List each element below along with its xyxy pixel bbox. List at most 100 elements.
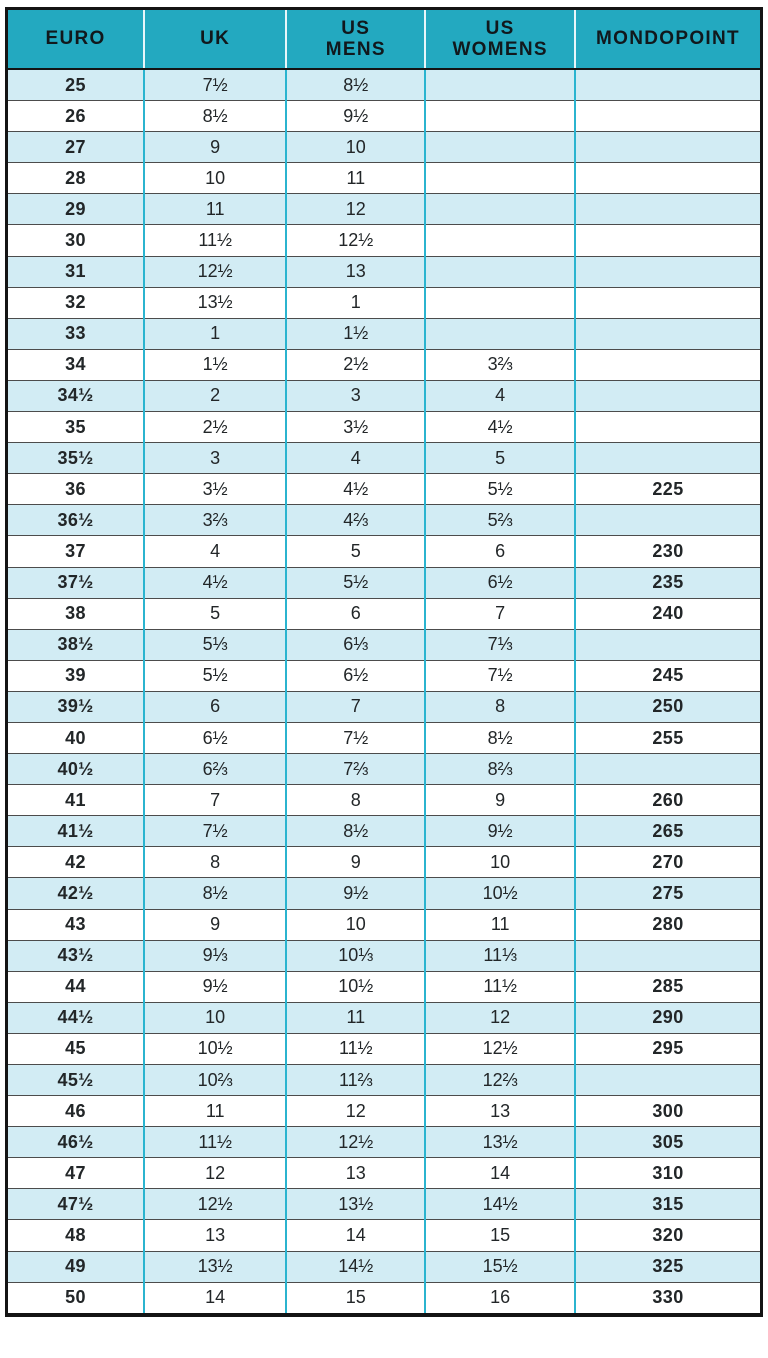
cell-us_mens: 4½ [285,473,426,505]
cell-us_mens: 7⅔ [285,753,426,785]
table-row: 43 9 10 11 280 [8,908,760,941]
cell-us_mens: 7½ [285,721,426,754]
table-row: 40 6½ 7½ 8½ 255 [8,721,760,754]
cell-mondopoint [573,753,760,785]
cell-us_womens: 5 [424,442,575,474]
table-row: 33 1 1½ [8,317,760,350]
cell-euro: 42 [8,846,145,878]
cell-euro: 28 [8,162,145,194]
cell-us_womens: 6½ [424,566,575,599]
cell-mondopoint [573,162,760,194]
cell-mondopoint: 330 [573,1281,760,1313]
cell-us_mens: 5½ [285,566,426,599]
cell-us_mens: 13 [285,1157,426,1189]
table-row: 46 11 12 13 300 [8,1095,760,1127]
cell-uk: 3⅔ [143,504,287,536]
cell-uk: 4 [143,535,287,567]
cell-mondopoint: 295 [573,1032,760,1065]
cell-mondopoint [573,411,760,443]
cell-mondopoint: 315 [573,1188,760,1220]
cell-euro: 35½ [8,442,145,474]
cell-us_womens: 15 [424,1219,575,1252]
cell-mondopoint [573,69,760,101]
cell-mondopoint [573,317,760,350]
table-row: 38½ 5⅓ 6⅓ 7⅓ [8,628,760,661]
cell-us_mens: 9 [285,846,426,878]
cell-us_womens [424,224,575,257]
cell-us_mens: 13½ [285,1188,426,1220]
cell-uk: 4½ [143,566,287,599]
cell-euro: 39 [8,659,145,692]
cell-mondopoint: 270 [573,846,760,878]
cell-us_mens: 11½ [285,1032,426,1065]
cell-us_womens [424,162,575,194]
cell-us_womens: 11 [424,908,575,941]
cell-uk: 7 [143,784,287,816]
cell-mondopoint: 225 [573,473,760,505]
cell-euro: 45½ [8,1063,145,1096]
cell-us_mens: 15 [285,1281,426,1313]
table-row: 37 4 5 6 230 [8,535,760,567]
cell-uk: 11 [143,193,287,225]
cell-uk: 6⅔ [143,753,287,785]
cell-mondopoint: 280 [573,908,760,941]
cell-us_mens: 10⅓ [285,939,426,972]
cell-us_mens: 4⅔ [285,504,426,536]
cell-uk: 9⅓ [143,939,287,972]
table-row: 47½ 12½ 13½ 14½ 315 [8,1188,760,1220]
column-header-us-womens: US WOMENS [424,10,575,70]
cell-us_mens: 6 [285,597,426,630]
cell-euro: 43½ [8,939,145,972]
cell-us_womens: 7 [424,597,575,630]
cell-euro: 25 [8,69,145,101]
cell-uk: 9½ [143,970,287,1003]
column-header-mondopoint: MONDOPOINT [573,10,760,70]
cell-euro: 40 [8,721,145,754]
cell-us_womens: 7⅓ [424,628,575,661]
cell-euro: 48 [8,1219,145,1252]
cell-uk: 13½ [143,1250,287,1283]
cell-uk: 13 [143,1219,287,1252]
table-row: 36½ 3⅔ 4⅔ 5⅔ [8,504,760,536]
cell-uk: 5⅓ [143,628,287,661]
cell-uk: 6 [143,690,287,723]
cell-us_mens: 10½ [285,970,426,1003]
cell-us_mens: 8½ [285,815,426,847]
cell-euro: 47 [8,1157,145,1189]
cell-uk: 5 [143,597,287,630]
cell-uk: 12½ [143,1188,287,1220]
cell-euro: 37½ [8,566,145,599]
cell-uk: 10½ [143,1032,287,1065]
cell-mondopoint: 325 [573,1250,760,1283]
cell-us_womens: 8⅔ [424,753,575,785]
cell-us_mens: 13 [285,255,426,288]
cell-us_mens: 14½ [285,1250,426,1283]
cell-us_mens: 7 [285,690,426,723]
cell-euro: 33 [8,317,145,350]
cell-euro: 27 [8,131,145,163]
cell-uk: 8½ [143,100,287,132]
cell-uk: 12 [143,1157,287,1189]
cell-mondopoint: 305 [573,1126,760,1158]
table-row: 44 9½ 10½ 11½ 285 [8,970,760,1003]
cell-uk: 5½ [143,659,287,692]
table-row: 32 13½ 1 [8,286,760,319]
table-row: 41 7 8 9 260 [8,784,760,816]
cell-uk: 3 [143,442,287,474]
cell-us_mens: 2½ [285,348,426,381]
table-row: 43½ 9⅓ 10⅓ 11⅓ [8,939,760,972]
column-header-us-mens: US MENS [285,10,426,70]
table-row: 35 2½ 3½ 4½ [8,411,760,443]
table-row: 47 12 13 14 310 [8,1157,760,1189]
size-conversion-table: EURO UK US MENS US WOMENS MONDOPOINT 25 7… [8,10,760,1313]
table-row: 37½ 4½ 5½ 6½ 235 [8,566,760,599]
cell-uk: 3½ [143,473,287,505]
cell-mondopoint [573,131,760,163]
cell-uk: 2½ [143,411,287,443]
cell-us_mens: 12 [285,193,426,225]
cell-mondopoint [573,348,760,381]
cell-us_womens: 12⅔ [424,1063,575,1096]
cell-mondopoint [573,504,760,536]
cell-us_womens: 11⅓ [424,939,575,972]
